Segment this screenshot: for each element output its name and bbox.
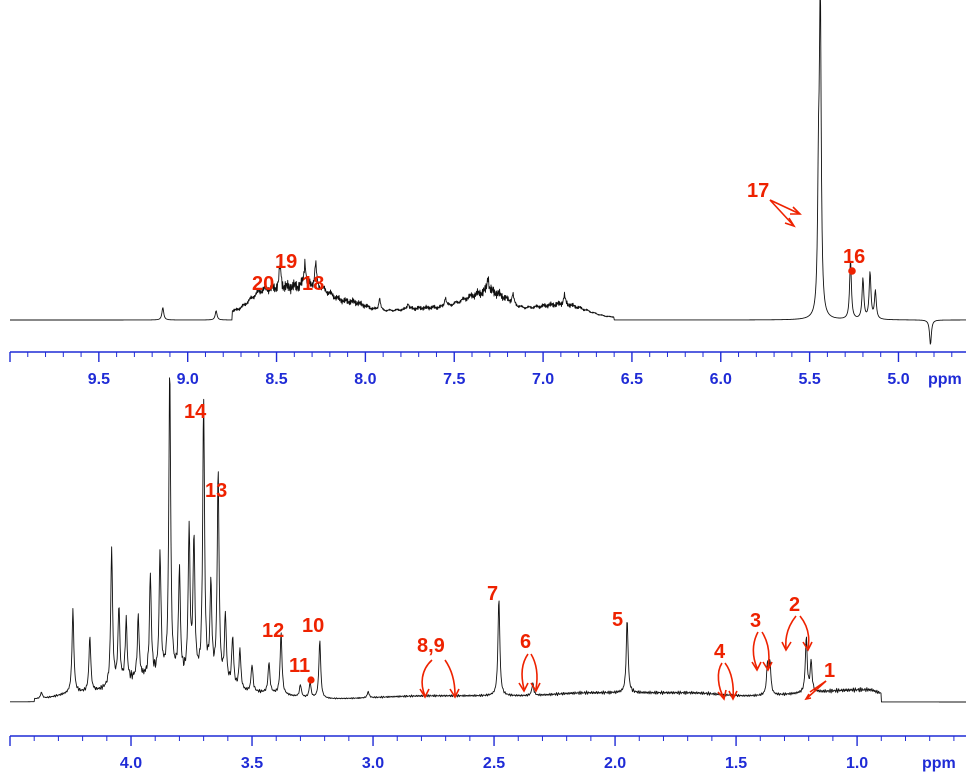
arrow-4b xyxy=(724,662,735,699)
arrow-17b xyxy=(769,199,795,227)
peak-label-16: 16 xyxy=(843,246,865,268)
upper-spectrum-panel: 9.5 9.0 8.5 8.0 7.5 7.0 6.5 6.0 5.5 5.0 ppm 20 19… xyxy=(9,0,966,388)
arrowhead-9 xyxy=(449,688,460,699)
peak-label-8-9: 8,9 xyxy=(417,635,445,657)
peak-label-10: 10 xyxy=(302,615,324,637)
lower-spectrum-panel: 4.0 3.5 3.0 2.5 2.0 1.5 1.0 ppm 14 13 12 11 10… xyxy=(9,377,966,772)
x-tick-label: 3.0 xyxy=(362,755,384,772)
peak-label-14: 14 xyxy=(184,401,207,423)
x-tick-label: 2.0 xyxy=(604,755,626,772)
peak-label-11: 11 xyxy=(289,655,310,677)
x-tick-label: 1.5 xyxy=(725,755,747,772)
x-tick-label: 9.5 xyxy=(88,371,110,388)
arrow-1b xyxy=(805,680,827,700)
peak-label-6: 6 xyxy=(520,631,531,653)
x-tick-label: 7.0 xyxy=(532,371,554,388)
peak-label-7: 7 xyxy=(487,583,498,605)
arrowhead-3b xyxy=(762,661,773,672)
arrowhead-6b xyxy=(530,682,541,693)
arrowhead-17a xyxy=(790,206,802,215)
arrow-6a xyxy=(521,653,529,690)
arrowhead-8 xyxy=(419,688,430,699)
x-tick-label: 6.5 xyxy=(621,371,643,388)
lower-x-axis-ticks: 4.0 3.5 3.0 2.5 2.0 1.5 1.0 xyxy=(9,736,955,772)
marker-dot-11 xyxy=(307,676,315,684)
arrow-8 xyxy=(421,659,433,697)
peak-label-18: 18 xyxy=(302,273,324,295)
x-tick-label: 4.0 xyxy=(120,755,142,772)
x-tick-label: 8.5 xyxy=(265,371,287,388)
x-tick-label: 9.0 xyxy=(177,371,199,388)
peak-label-19: 19 xyxy=(275,251,297,273)
arrowhead-3a xyxy=(751,661,762,672)
x-tick-label: 6.0 xyxy=(710,371,732,388)
arrowhead-2b xyxy=(802,641,813,652)
marker-dot-16 xyxy=(848,267,856,275)
arrow-2b xyxy=(799,615,810,649)
upper-spectrum-trace xyxy=(10,0,966,345)
peak-label-1: 1 xyxy=(824,660,835,682)
peak-label-2: 2 xyxy=(789,594,800,616)
lower-x-axis-unit: ppm xyxy=(922,755,956,772)
lower-spectrum-trace xyxy=(10,377,966,703)
arrowhead-17b xyxy=(784,217,796,228)
arrow-17a xyxy=(769,199,801,215)
arrowhead-1 xyxy=(804,693,812,701)
arrow-9 xyxy=(444,659,456,696)
x-tick-label: 2.5 xyxy=(483,755,505,772)
x-tick-label: 1.0 xyxy=(846,755,868,772)
arrow-4a xyxy=(717,662,725,699)
x-tick-label: 8.0 xyxy=(354,371,376,388)
peak-label-5: 5 xyxy=(612,609,623,631)
x-tick-label: 5.5 xyxy=(799,371,821,388)
upper-x-axis-unit: ppm xyxy=(928,371,962,388)
peak-label-12: 12 xyxy=(262,620,284,642)
x-tick-label: 3.5 xyxy=(241,755,263,772)
arrowhead-4a xyxy=(717,689,727,701)
x-tick-label: 5.0 xyxy=(887,371,909,388)
peak-label-3: 3 xyxy=(750,610,761,632)
peak-label-20: 20 xyxy=(252,273,274,295)
upper-x-axis-ticks: 9.5 9.0 8.5 8.0 7.5 7.0 6.5 6.0 5.5 5.0 xyxy=(9,352,953,388)
arrowhead-4b xyxy=(728,690,738,701)
arrow-6b xyxy=(530,653,538,690)
arrowhead-2a xyxy=(781,641,792,652)
peak-label-13: 13 xyxy=(205,480,227,502)
arrow-2a xyxy=(785,615,797,649)
peak-label-4: 4 xyxy=(714,641,726,663)
x-tick-label: 7.5 xyxy=(443,371,465,388)
arrowhead-6a xyxy=(518,682,529,693)
arrow-3b xyxy=(761,631,770,669)
arrow-3a xyxy=(752,631,759,669)
peak-label-17: 17 xyxy=(747,180,769,202)
